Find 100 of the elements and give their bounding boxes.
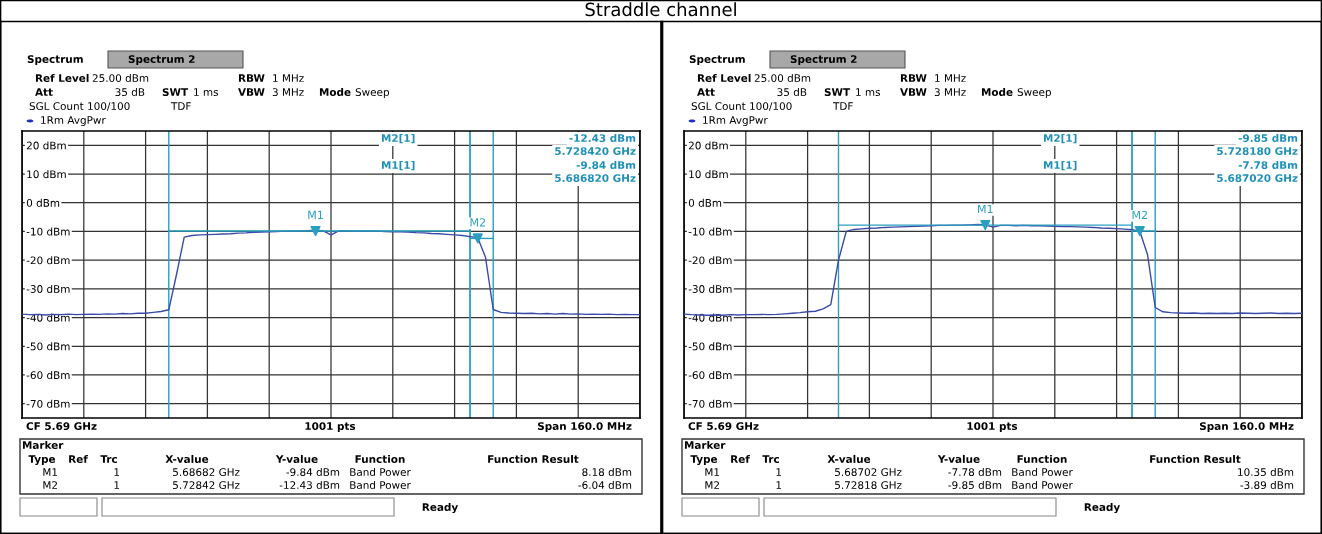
text: 10.35 dBm [1238,467,1294,477]
text: Mode [319,87,351,97]
y-tick-label: -10 dBm [688,227,732,236]
text: Band Power [350,467,411,477]
text: 1Rm AvgPwr [703,116,768,127]
y-tick-label: -20 dBm [26,256,70,265]
text: 1 [114,481,120,489]
text: SGL Count 100/100 [691,102,792,111]
y-tick-label: -30 dBm [26,284,70,293]
y-tick-label: -70 dBm [26,399,70,408]
text: -6.04 dBm [578,480,632,490]
text: Ready [422,502,458,514]
text: -3.89 dBm [1240,480,1294,490]
text: Span 160.0 MHz [538,422,632,433]
text: M2 [705,481,719,489]
y-tick-label: -50 dBm [26,342,70,351]
text: -9.84 dBm [286,467,340,477]
text: M1 [43,468,58,476]
text: Ready [1084,502,1120,514]
annotation: M1[1] [1043,160,1077,171]
text: Function Result [1150,454,1241,464]
text: Function Result [488,454,579,464]
annotation: 5.687020 GHz [1217,174,1298,183]
y-tick-label: 10 dBm [27,170,66,179]
text: CF 5.69 GHz [688,422,759,431]
text: Ref Level [697,73,751,83]
y-tick-label: 0 dBm [26,198,60,207]
text: 1 ms [194,88,218,97]
text: Trc [762,455,779,464]
text: Band Power [1012,480,1073,490]
data-label: M1 [308,210,323,219]
text: Type [690,455,718,466]
text: 25.00 dBm [92,73,149,83]
data-label: M2 [470,218,485,227]
text: 8.18 dBm [582,467,632,477]
text: Function [1017,454,1067,464]
text: Marker [684,440,726,450]
y-tick-label: -20 dBm [688,256,732,265]
text: -7.78 dBm [948,467,1002,477]
y-tick-label: -70 dBm [688,399,732,408]
y-tick-label: -50 dBm [688,342,732,351]
text: Ref Level [35,73,89,83]
text: TDF [832,102,853,110]
text: VBW [900,88,927,96]
y-tick-label: 20 dBm [26,141,66,150]
text: Spectrum [689,55,745,66]
text: M1 [705,468,720,476]
annotation: 5.728420 GHz [555,147,636,156]
text: Sweep [355,88,389,99]
text: Y-value [275,454,318,464]
text: Band Power [350,480,411,490]
y-tick-label: 20 dBm [688,141,728,150]
text: Y-value [937,454,980,464]
data-label: M1 [978,204,993,214]
text: Span 160.0 MHz [1200,422,1294,433]
text: Spectrum 2 [128,55,195,66]
text: 5.68702 GHz [835,468,902,477]
annotation: M2[1] [1043,133,1077,144]
text: 5.68682 GHz [173,468,240,477]
text: M2 [43,481,57,489]
text: 1001 pts [305,422,356,433]
text: -9.85 dBm [948,480,1002,490]
y-tick-label: 0 dBm [688,198,722,207]
text: 3 MHz [272,88,304,97]
text: 5.72842 GHz [173,481,240,490]
annotation: -9.84 dBm [576,160,636,170]
text: 1 MHz [273,74,304,82]
text: Function [355,454,405,464]
annotation: -7.78 dBm [1238,160,1298,170]
text: Att [35,88,53,96]
text: 1001 pts [967,422,1018,433]
chart-title: Straddle channel [585,2,736,17]
annotation: -9.85 dBm [1238,133,1298,143]
text: SWT [162,88,189,97]
text: CF 5.69 GHz [26,422,97,431]
text: Mode [981,87,1013,97]
text: 35 dB [115,87,145,97]
text: SWT [824,88,851,97]
text: Type [28,455,56,466]
text: Sweep [1017,88,1051,99]
text: Att [697,88,715,96]
text: Spectrum [27,55,83,66]
text: 1Rm AvgPwr [41,116,106,127]
y-tick-label: -60 dBm [26,370,70,380]
y-tick-label: -30 dBm [688,284,732,293]
text: Trc [100,455,117,464]
annotation: M2[1] [381,133,415,144]
text: X-value [827,454,871,464]
annotation: 5.728180 GHz [1217,147,1298,156]
text: SGL Count 100/100 [29,102,130,111]
text: 25.00 dBm [754,73,811,83]
text: 1 [776,481,782,489]
text: Ref [731,454,750,464]
text: X-value [165,454,209,464]
text: 35 dB [777,87,807,97]
text: RBW [238,74,265,82]
text: -12.43 dBm [279,480,340,490]
annotation: M1[1] [381,160,415,171]
text: Ref [69,454,88,464]
y-tick-label: -10 dBm [26,227,70,236]
